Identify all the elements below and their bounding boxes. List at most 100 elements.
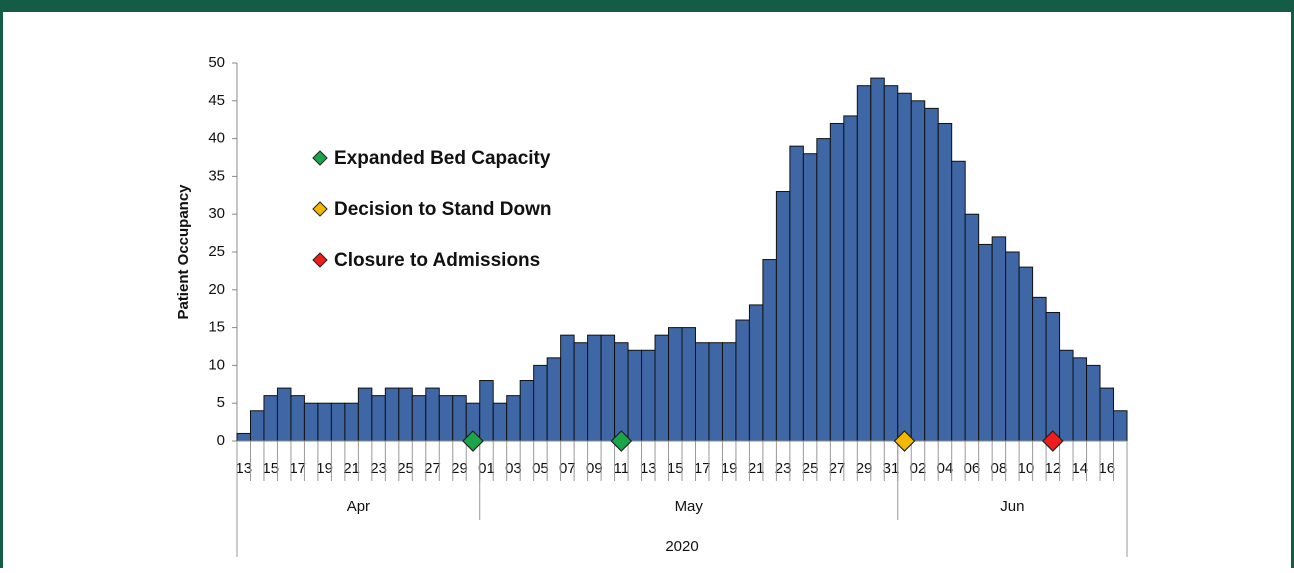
y-tick-label: 30 (208, 205, 225, 222)
y-tick-label: 35 (208, 167, 225, 184)
bar (249, 410, 265, 442)
bar (816, 138, 831, 442)
bar (303, 402, 319, 442)
bar (587, 334, 602, 442)
bar (290, 395, 305, 442)
month-label: May (675, 498, 704, 515)
bar (425, 387, 440, 442)
x-tick-label: 13 (640, 460, 657, 477)
bar (748, 304, 764, 442)
bar (1072, 357, 1088, 442)
bar (357, 387, 373, 442)
bar (506, 395, 521, 442)
x-tick-label: 15 (262, 460, 279, 477)
bar (951, 160, 966, 442)
bar (694, 342, 710, 442)
left-border (0, 0, 3, 568)
x-tick-label: 31 (883, 460, 900, 477)
x-tick-label: 07 (559, 460, 576, 477)
legend-swatch (312, 150, 328, 166)
x-tick-label: 10 (1018, 460, 1035, 477)
event-marker (1041, 430, 1064, 452)
x-tick-label: 29 (856, 460, 873, 477)
bar (398, 387, 413, 442)
y-tick-label: 10 (208, 356, 225, 373)
bar (263, 395, 278, 442)
bar (519, 380, 535, 442)
x-tick-label: 17 (289, 460, 306, 477)
y-tick-label: 5 (217, 394, 225, 411)
x-tick-label: 04 (937, 460, 954, 477)
bar (371, 395, 386, 442)
bar (641, 349, 656, 442)
bar (627, 349, 643, 442)
bar (1018, 266, 1034, 442)
bar (276, 387, 292, 442)
y-axis-title: Patient Occupancy (175, 184, 192, 320)
bar (344, 402, 359, 442)
legend-label: Decision to Stand Down (334, 199, 551, 220)
month-label: Jun (1000, 498, 1024, 515)
bar (1099, 387, 1115, 442)
bar (870, 77, 885, 442)
y-tick-label: 15 (208, 319, 225, 336)
x-tick-label: 01 (478, 460, 495, 477)
bar (789, 145, 804, 442)
bar (978, 243, 993, 442)
event-marker (462, 430, 484, 452)
x-tick-label: 19 (721, 460, 738, 477)
bar (560, 334, 575, 442)
bar (411, 395, 427, 442)
bar (317, 402, 332, 442)
bar (843, 115, 858, 442)
bar (452, 395, 467, 442)
x-tick-label: 27 (829, 460, 846, 477)
bar (654, 334, 670, 442)
bar (802, 153, 818, 442)
x-tick-label: 23 (775, 460, 792, 477)
bar (991, 236, 1007, 442)
right-border (1291, 0, 1294, 568)
bar (330, 402, 346, 442)
bar (236, 432, 251, 442)
x-tick-label: 03 (505, 460, 522, 477)
x-tick-label: 29 (451, 460, 468, 477)
y-tick-label: 40 (208, 130, 225, 147)
bar (762, 259, 777, 442)
bar (533, 364, 548, 442)
bar (438, 395, 454, 442)
bar (668, 327, 683, 442)
x-tick-label: 08 (991, 460, 1008, 477)
event-marker (610, 430, 633, 452)
y-tick-label: 25 (208, 243, 225, 260)
x-tick-label: 14 (1071, 460, 1088, 477)
x-tick-label: 19 (316, 460, 333, 477)
y-tick-label: 50 (208, 54, 225, 71)
bar (1113, 410, 1128, 442)
bar (546, 357, 562, 442)
year-label: 2020 (665, 538, 698, 555)
bar (1045, 311, 1061, 442)
bar (614, 342, 629, 442)
bar (964, 213, 980, 442)
bar (937, 122, 953, 442)
x-tick-label: 11 (614, 460, 630, 477)
bar (829, 122, 845, 442)
x-tick-label: 21 (343, 460, 360, 477)
x-tick-label: 16 (1098, 460, 1115, 477)
x-tick-label: 17 (694, 460, 711, 477)
bar (1005, 251, 1020, 442)
bar (735, 319, 750, 442)
bar (479, 380, 494, 442)
bar (910, 100, 926, 442)
bar (1059, 349, 1074, 442)
x-tick-label: 15 (667, 460, 684, 477)
bar (924, 107, 939, 442)
bar (708, 342, 723, 442)
legend-swatch (312, 252, 328, 268)
bar (384, 387, 400, 442)
bar (775, 191, 791, 442)
bar (856, 85, 872, 442)
